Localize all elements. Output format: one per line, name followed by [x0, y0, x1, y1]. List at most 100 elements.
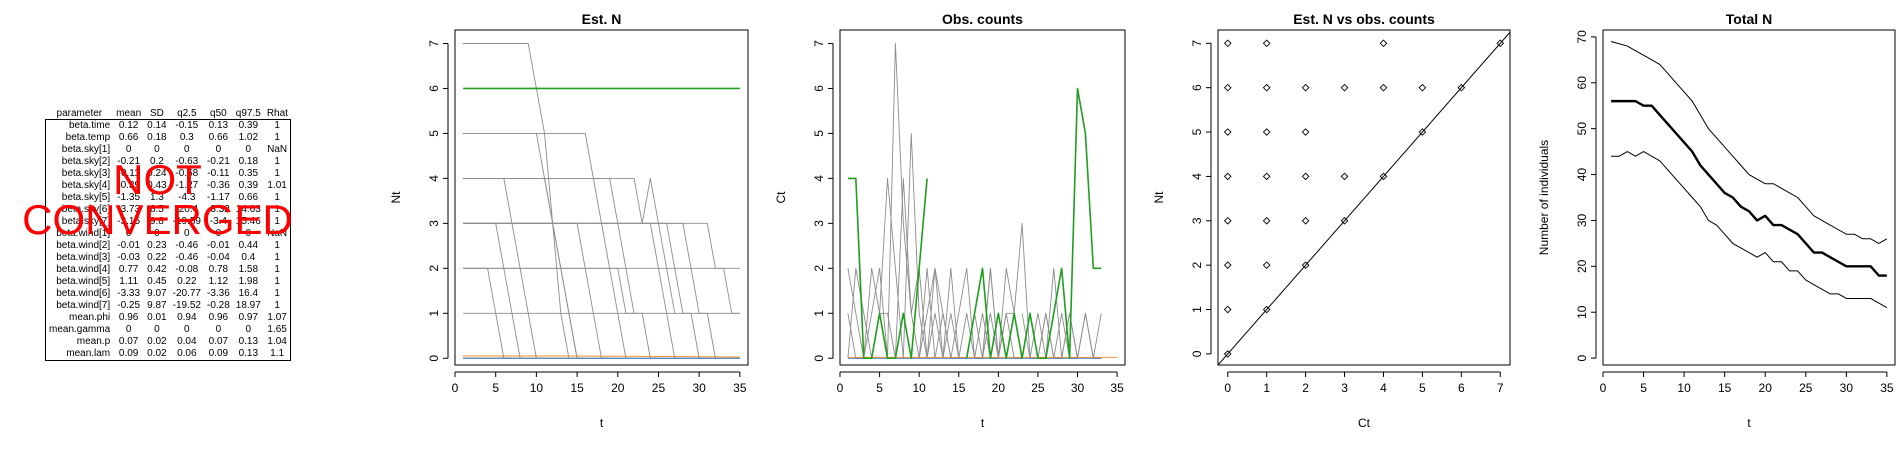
data-point [1301, 128, 1310, 136]
table-cell: -0.28 [206, 300, 230, 311]
table-cell: 0 [184, 144, 190, 155]
table-cell: -0.25 [117, 300, 141, 311]
table-cell: 1 [274, 156, 280, 167]
table-cell: -0.58 [175, 168, 199, 179]
data-point [1262, 172, 1271, 181]
y-tick-label: 7 [1190, 40, 1204, 47]
table-row: beta.sky[3] -0.11 0.24 -0.58 -0.11 0.35 1 [46, 168, 291, 180]
x-tick-label: 4 [1380, 381, 1387, 395]
x-axis-label: t [600, 416, 604, 430]
table-row: beta.sky[7] -3.15 9.8 -19.59 -3.4 15.46 1 [46, 216, 291, 228]
parameter-name-cell: mean.phi [69, 312, 111, 323]
x-tick-label: 5 [492, 381, 499, 395]
table-header-cell: q2.5 [177, 107, 197, 119]
table-cell: 16.4 [238, 288, 259, 299]
parameter-name-cell: beta.sky[6] [61, 204, 111, 215]
table-cell: -0.03 [117, 252, 141, 263]
table-cell: 0.18 [238, 156, 259, 167]
y-axis-label: Nt [1152, 191, 1166, 204]
chart-scatter: Est. N vs obs. counts 0 1 2 3 4 5 6 7 Ct 0 1 2 3 4 5 6 7 N… [1152, 11, 1511, 430]
y-tick-label: 6 [427, 85, 441, 92]
table-cell: 1.07 [267, 312, 287, 323]
y-tick-label: 3 [812, 220, 826, 227]
table-cell: -0.11 [207, 168, 230, 179]
table-row: beta.wind[6] -3.33 9.07 -20.77 -3.36 16.4 1 [46, 288, 291, 300]
table-cell: 18.97 [235, 300, 261, 311]
parameter-name-cell: beta.wind[7] [56, 300, 111, 311]
table-cell: 1.02 [238, 132, 259, 143]
series-line [463, 132, 578, 359]
y-tick-label: 10 [1575, 305, 1589, 319]
table-row: beta.wind[2] -0.01 0.23 -0.46 -0.01 0.44 1 [46, 240, 291, 252]
table-row: beta.wind[1] 0 0 0 0 0 NaN [46, 228, 291, 240]
series-line [965, 87, 1102, 360]
table-cell: -20.77 [172, 288, 201, 299]
table-cell: 1.11 [119, 276, 139, 287]
table-cell: 0.13 [208, 120, 229, 131]
table-cell: 1 [274, 276, 280, 287]
table-cell: 0 [154, 228, 160, 239]
table-cell: 0.39 [238, 180, 259, 191]
table-cell: 0 [184, 228, 190, 239]
table-cell: 0 [125, 228, 132, 239]
table-cell: 0.35 [238, 168, 259, 179]
x-tick-label: 0 [1224, 381, 1231, 395]
y-tick-label: 1 [812, 310, 826, 317]
table-cell: 0.3 [179, 132, 194, 143]
series-line [1611, 99, 1887, 277]
x-tick-label: 30 [692, 381, 706, 395]
y-tick-label: 0 [1190, 350, 1204, 357]
table-cell: 0.09 [118, 348, 139, 359]
table-header-cell: q97.5 [235, 107, 261, 119]
x-tick-label: 15 [570, 381, 584, 395]
table-cell: 9.8 [149, 216, 164, 227]
x-tick-label: 5 [1640, 381, 1647, 395]
y-tick-label: 1 [427, 310, 441, 317]
table-cell: -0.11 [117, 168, 140, 179]
table-cell: 0.77 [118, 264, 139, 275]
data-point [1223, 350, 1232, 358]
table-cell: 0.4 [241, 252, 256, 263]
x-tick-label: 6 [1458, 381, 1465, 395]
data-point [1418, 83, 1427, 92]
data-point [1223, 128, 1232, 136]
table-cell: 0 [245, 228, 252, 239]
x-tick-label: 20 [611, 381, 625, 395]
table-cell: 0.2 [149, 156, 164, 167]
parameter-name-cell: beta.wind[5] [56, 276, 111, 287]
x-tick-label: 30 [1840, 381, 1854, 395]
table-cell: 0.18 [147, 132, 167, 143]
y-tick-label: 5 [1190, 128, 1204, 135]
chart-title: Est. N vs obs. counts [1293, 11, 1435, 27]
y-tick-label: 7 [427, 40, 441, 47]
x-tick-label: 0 [837, 381, 844, 395]
parameter-name-cell: beta.wind[1] [56, 228, 111, 239]
x-tick-label: 35 [1110, 381, 1124, 395]
table-cell: 0.43 [147, 180, 167, 191]
data-point [1379, 83, 1388, 92]
y-tick-label: 6 [812, 85, 826, 92]
table-cell: -1.17 [206, 192, 230, 203]
table-cell: -0.04 [206, 252, 230, 263]
y-tick-label: 70 [1575, 30, 1589, 44]
plot-area [847, 43, 1118, 360]
table-cell: 0 [125, 324, 132, 335]
table-header-cell: SD [149, 107, 164, 119]
table-cell: 0.78 [208, 264, 229, 275]
table-row: mean.lam 0.09 0.02 0.06 0.09 0.13 1.1 [46, 348, 291, 361]
series-line [847, 177, 928, 360]
data-point [1223, 216, 1232, 225]
table-cell: 1.1 [270, 348, 285, 359]
series-line [463, 222, 610, 359]
y-tick-label: 6 [1190, 84, 1204, 91]
table-row: beta.wind[5] 1.11 0.45 0.22 1.12 1.98 1 [46, 276, 291, 288]
table-cell: 0.01 [147, 312, 167, 323]
table-cell: -0.01 [117, 240, 141, 251]
table-cell: 0.66 [238, 192, 259, 203]
series-line [918, 222, 1078, 359]
x-axis-label: Ct [1358, 416, 1371, 430]
table-cell: -1.27 [175, 180, 199, 191]
plot-box [454, 29, 749, 366]
x-tick-label: 25 [1031, 381, 1045, 395]
y-axis: 0 1 2 3 4 5 6 7 [427, 40, 449, 362]
